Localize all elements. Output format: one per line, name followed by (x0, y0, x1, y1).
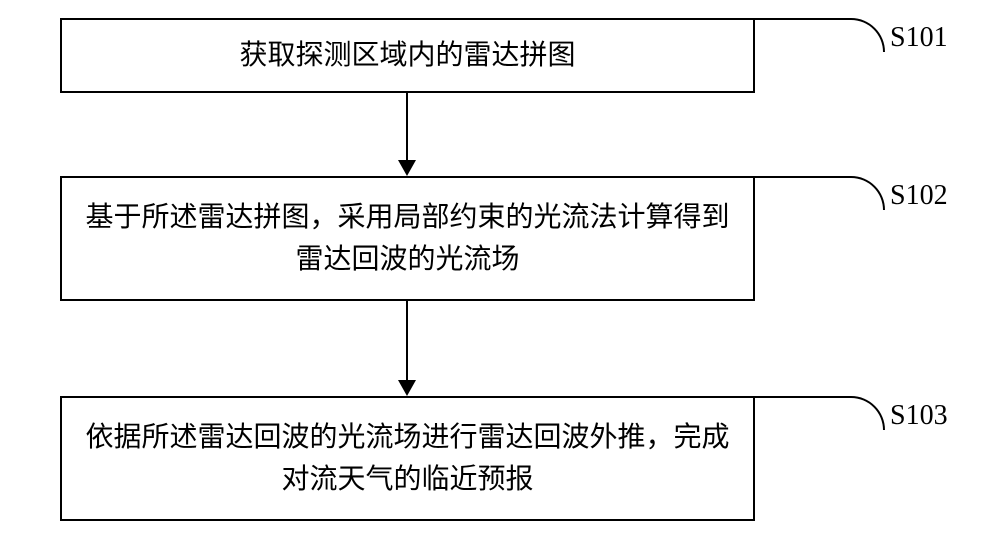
step-label-s101: S101 (890, 22, 948, 54)
flow-step-text: 依据所述雷达回波的光流场进行雷达回波外推，完成对流天气的临近预报 (82, 417, 733, 501)
label-connector (755, 396, 885, 430)
flow-arrow (406, 301, 408, 380)
flow-step-s102: 基于所述雷达拼图，采用局部约束的光流法计算得到雷达回波的光流场 (60, 176, 755, 301)
flow-arrow (406, 93, 408, 160)
flowchart-container: 获取探测区域内的雷达拼图 S101 基于所述雷达拼图，采用局部约束的光流法计算得… (0, 0, 1000, 549)
arrow-head-icon (398, 160, 416, 176)
label-connector (755, 18, 885, 52)
label-connector (755, 176, 885, 210)
flow-step-text: 获取探测区域内的雷达拼图 (239, 35, 575, 77)
step-label-s102: S102 (890, 180, 948, 212)
step-label-s103: S103 (890, 400, 948, 432)
arrow-head-icon (398, 380, 416, 396)
flow-step-text: 基于所述雷达拼图，采用局部约束的光流法计算得到雷达回波的光流场 (82, 197, 733, 281)
flow-step-s103: 依据所述雷达回波的光流场进行雷达回波外推，完成对流天气的临近预报 (60, 396, 755, 521)
flow-step-s101: 获取探测区域内的雷达拼图 (60, 18, 755, 93)
